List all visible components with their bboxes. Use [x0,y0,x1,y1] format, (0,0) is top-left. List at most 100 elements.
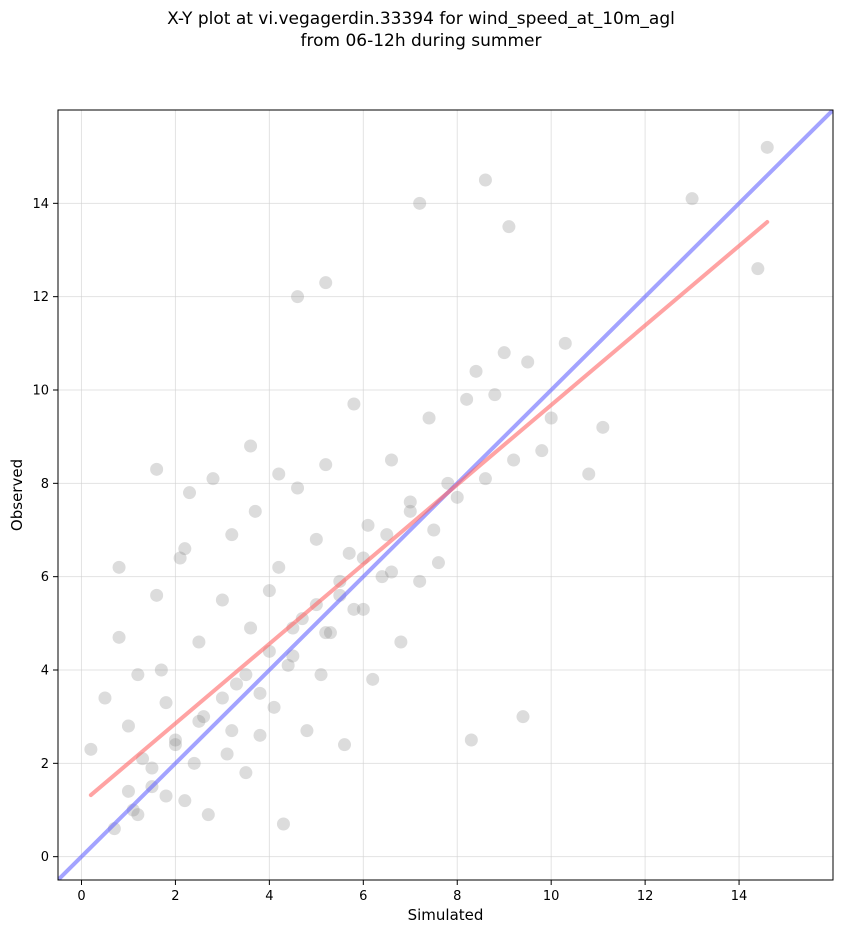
data-point [220,747,234,761]
x-tick-label: 0 [77,889,85,904]
x-tick-label: 2 [171,889,179,904]
y-tick-label: 12 [32,290,49,305]
chart-title-line-2: from 06-12h during summer [300,31,542,51]
data-point [84,742,98,756]
data-point [112,560,126,574]
data-point [121,784,135,798]
data-point [427,523,441,537]
data-point [319,276,333,290]
data-point [361,518,375,532]
data-point [248,504,262,518]
x-tick-label: 14 [731,889,748,904]
data-point [300,724,314,738]
y-axis-label: Observed [8,459,26,531]
data-point [488,388,502,402]
data-point [450,490,464,504]
data-point [460,392,474,406]
data-point [516,710,530,724]
data-point [338,738,352,752]
data-point [112,630,126,644]
data-point [760,140,774,154]
x-tick-label: 4 [265,889,273,904]
data-point [239,668,253,682]
data-point [291,481,305,495]
data-point [469,364,483,378]
plot-frame [57,109,834,881]
data-point [685,192,699,206]
data-point [272,560,286,574]
x-axis-label: Simulated [408,906,484,924]
data-point [244,621,258,635]
data-point [319,626,333,640]
data-point [582,467,596,481]
x-tick-label: 12 [637,889,654,904]
data-point [314,668,328,682]
data-point [225,528,239,542]
data-point [422,411,436,425]
y-tick-label: 14 [32,197,49,212]
data-point [413,574,427,588]
data-point [244,439,258,453]
data-points [84,140,774,836]
data-point [201,808,215,822]
data-point [413,196,427,210]
data-point [192,714,206,728]
data-point [131,808,145,822]
data-point [502,220,516,234]
data-point [309,532,323,546]
data-point [478,173,492,187]
data-point [558,336,572,350]
data-point [267,700,281,714]
data-point [323,626,337,640]
data-point [356,602,370,616]
data-point [276,817,290,831]
data-point [192,635,206,649]
fit-line [88,220,770,798]
data-point [596,420,610,434]
data-point [497,346,511,360]
data-point [253,728,267,742]
data-point [253,686,267,700]
data-point [286,649,300,663]
data-point [159,789,173,803]
data-point [178,542,192,556]
data-point [206,472,220,486]
x-tick-label: 8 [453,889,461,904]
data-point [225,724,239,738]
data-point [239,766,253,780]
data-point [291,290,305,304]
data-point [159,696,173,710]
y-tick-label: 10 [32,384,49,399]
data-point [375,570,389,584]
data-point [319,458,333,472]
y-tick-label: 6 [41,570,49,585]
chart-title: X-Y plot at vi.vegagerdin.33394 for wind… [0,8,842,52]
data-point [394,635,408,649]
data-point [131,668,145,682]
x-tick-label: 10 [543,889,560,904]
y-tick-label: 0 [41,850,49,865]
data-point [535,444,549,458]
data-point [521,355,535,369]
data-point [431,556,445,570]
data-point [384,565,398,579]
y-tick-label: 4 [41,664,49,679]
data-point [347,397,361,411]
data-point [98,691,112,705]
data-point [441,476,455,490]
data-point [168,738,182,752]
y-tick-label: 2 [41,757,49,772]
data-point [150,588,164,602]
reference-lines [58,110,833,880]
data-point [342,546,356,560]
data-point [187,756,201,770]
data-point [544,411,558,425]
data-point [229,677,243,691]
data-point [121,719,135,733]
data-point [178,794,192,808]
axis-ticks: 0 2 4 6 8 10 12 14 0 2 4 6 8 10 12 14 [32,197,747,904]
data-point [347,602,361,616]
x-tick-label: 6 [359,889,367,904]
data-point [150,462,164,476]
